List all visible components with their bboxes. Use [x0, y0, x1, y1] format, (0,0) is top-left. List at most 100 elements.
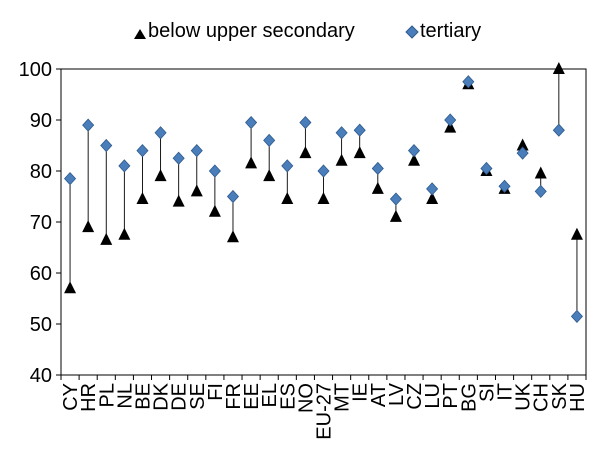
legend-marker-triangle	[134, 29, 146, 39]
plot-frame	[60, 68, 587, 376]
x-category-label: ES	[277, 383, 299, 410]
diamond-point	[552, 123, 565, 137]
diamond-point	[317, 164, 330, 178]
y-tick-label: 60	[30, 263, 52, 285]
triangle-point	[118, 227, 131, 240]
diamond-point	[154, 126, 167, 140]
legend-label-below-upper-secondary: below upper secondary	[148, 20, 355, 42]
diamond-point	[426, 182, 439, 196]
x-category-label: CH	[531, 383, 553, 412]
diamond-point	[480, 161, 493, 176]
x-category-label: HU	[567, 383, 589, 412]
diamond-point	[462, 75, 475, 89]
triangle-point	[371, 181, 384, 194]
x-category-label: IT	[495, 383, 517, 401]
triangle-point	[64, 281, 77, 294]
x-category-label: SI	[476, 383, 498, 402]
diamond-point	[64, 172, 77, 186]
diamond-point	[172, 151, 185, 165]
x-category-label: PL	[96, 383, 118, 407]
diamond-point	[263, 133, 276, 147]
x-category-label: EU-27	[314, 383, 336, 440]
diamond-point	[299, 115, 312, 130]
x-category-label: CY	[60, 383, 82, 411]
plot-area: 405060708090100CYHRPLNLBEDKDESEFIFREEELE…	[19, 59, 589, 440]
triangle-point	[136, 192, 149, 205]
diamond-point	[208, 164, 221, 178]
y-tick-label: 100	[19, 59, 52, 81]
x-category-label: UK	[513, 382, 535, 410]
x-category-label: NO	[295, 383, 317, 413]
x-category-label: FI	[205, 383, 227, 401]
triangle-point	[172, 194, 185, 207]
diamond-point	[226, 189, 240, 204]
diamond-point	[245, 115, 258, 130]
triangle-point	[245, 156, 258, 169]
triangle-point	[190, 184, 203, 197]
diamond-point	[371, 161, 384, 176]
triangle-point	[534, 166, 547, 179]
diamond-point	[570, 309, 583, 323]
triangle-point	[426, 192, 439, 205]
x-category-label: SK	[549, 382, 571, 409]
triangle-point	[516, 138, 529, 151]
x-category-label: HR	[78, 383, 100, 412]
diamond-point	[389, 192, 402, 206]
diamond-point	[100, 138, 113, 153]
triangle-point	[570, 227, 583, 240]
triangle-point	[552, 62, 565, 74]
x-category-label: IE	[350, 383, 372, 402]
triangle-point	[263, 169, 276, 182]
triangle-point	[226, 230, 239, 243]
diamond-point	[353, 123, 366, 137]
triangle-point	[353, 146, 366, 159]
x-category-label: AT	[368, 383, 390, 407]
diamond-point	[136, 144, 149, 158]
legend: below upper secondary tertiary	[134, 20, 481, 42]
x-category-label: EE	[241, 383, 263, 410]
diamond-point	[444, 113, 457, 127]
triangle-point	[317, 192, 330, 205]
y-tick-label: 70	[30, 212, 52, 234]
diamond-point	[335, 126, 348, 140]
x-category-label: SE	[187, 383, 209, 410]
legend-label-tertiary: tertiary	[420, 20, 481, 42]
x-category-label: NL	[114, 383, 136, 409]
triangle-point	[208, 204, 221, 217]
y-tick-label: 40	[30, 365, 52, 387]
x-category-label: EL	[259, 383, 281, 407]
diamond-point	[82, 118, 95, 132]
triangle-point	[408, 153, 421, 166]
x-category-label: FR	[223, 383, 245, 410]
x-category-label: LU	[422, 383, 444, 409]
diamond-point	[281, 159, 294, 173]
x-category-label: LV	[386, 382, 408, 406]
triangle-point	[82, 220, 95, 233]
x-category-label: PT	[440, 383, 462, 409]
diamond-point	[118, 159, 131, 173]
x-category-label: MT	[332, 383, 354, 412]
legend-marker-diamond	[405, 25, 419, 39]
x-category-label: BG	[458, 383, 480, 412]
triangle-point	[335, 153, 348, 166]
triangle-point	[389, 209, 402, 222]
triangle-point	[154, 169, 167, 182]
triangle-point	[444, 120, 457, 133]
diamond-point	[407, 144, 421, 158]
y-tick-label: 90	[30, 110, 52, 132]
diamond-point	[516, 146, 529, 160]
diamond-point	[498, 179, 511, 193]
triangle-point	[281, 192, 294, 205]
x-category-label: CZ	[404, 383, 426, 410]
triangle-point	[299, 146, 312, 159]
y-tick-label: 50	[30, 314, 52, 336]
y-tick-label: 80	[30, 161, 52, 183]
diamond-point	[190, 144, 203, 158]
diamond-point	[534, 184, 547, 198]
x-category-label: DK	[151, 382, 173, 410]
triangle-point	[100, 232, 113, 245]
x-category-label: DE	[169, 383, 191, 411]
x-category-label: BE	[132, 383, 154, 410]
